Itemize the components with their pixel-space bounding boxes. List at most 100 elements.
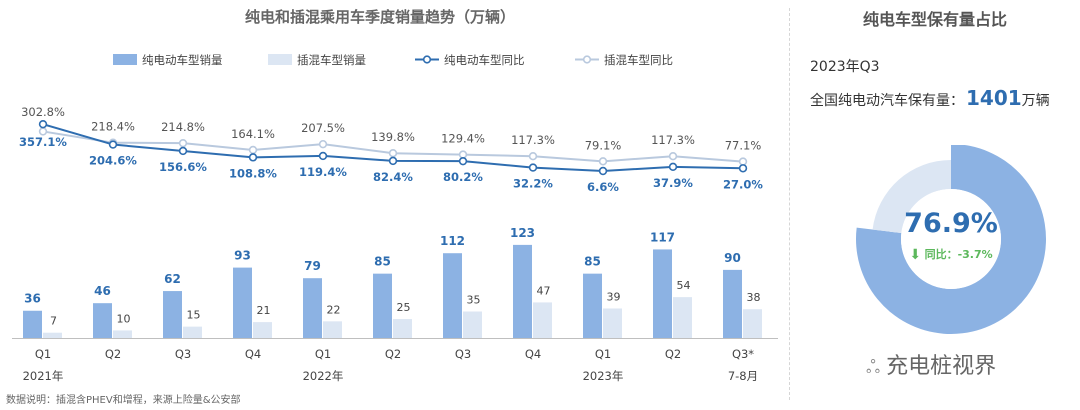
x-group-label: 2021年 <box>23 369 64 383</box>
yoy-label: 同比： <box>924 248 958 261</box>
bev-yoy-point <box>738 164 748 173</box>
phev-yoy-label: 129.4% <box>441 132 485 146</box>
phev-yoy-label: 117.3% <box>511 133 555 147</box>
bar-bev <box>233 267 252 338</box>
panel-divider <box>789 8 790 400</box>
bev-yoy-label: 37.9% <box>653 176 693 190</box>
bev-yoy-label: 27.0% <box>723 177 763 191</box>
phev-yoy-label: 207.5% <box>301 121 345 135</box>
bar-label-bev: 46 <box>94 284 111 298</box>
bar-phev <box>533 302 552 338</box>
x-tick-label: Q3 <box>175 347 191 361</box>
bev-yoy-point <box>668 162 678 172</box>
bar-series: 36 7 46 10 62 15 93 21 79 22 85 25 112 35 123 47 85 39 117… <box>23 226 762 338</box>
x-tick-label: Q1 <box>595 347 611 361</box>
bar-label-phev: 47 <box>537 284 551 297</box>
bev-yoy-label: 80.2% <box>443 170 483 184</box>
bev-yoy-label: 156.6% <box>159 160 207 174</box>
quarter-label: 2023年Q3 <box>810 59 880 75</box>
bev-yoy-label: 119.4% <box>299 165 347 179</box>
share-title: 纯电车型保有量占比 <box>862 10 1007 29</box>
legend-swatch-bev-sales <box>113 54 137 65</box>
phev-yoy-label: 79.1% <box>585 138 622 152</box>
legend-label-phev-sales: 插混车型销量 <box>297 53 366 67</box>
x-group-label: 2023年 <box>583 369 624 383</box>
bar-bev <box>723 269 742 338</box>
bev-yoy-label: 357.1% <box>19 135 67 149</box>
source-note: 数据说明：插混含PHEV和增程，来源上险量&公安部 <box>6 395 241 406</box>
x-group-label: 2022年 <box>303 369 344 383</box>
yoy-value: -3.7% <box>957 248 993 261</box>
phev-yoy-point <box>738 157 748 166</box>
phev-yoy-label: 117.3% <box>651 133 695 147</box>
x-tick-label: Q2 <box>665 347 681 361</box>
bar-label-bev: 36 <box>24 292 41 306</box>
bev-yoy-point <box>248 153 258 162</box>
bar-phev <box>113 330 132 338</box>
x-tick-label: Q4 <box>525 347 541 361</box>
phev-yoy-point <box>178 138 188 148</box>
phev-yoy-label: 77.1% <box>725 139 762 153</box>
bev-yoy-point <box>108 140 118 149</box>
bev-yoy-point <box>458 156 468 166</box>
sales-trend-chart: 纯电和插混乘用车季度销量趋势（万辆） 纯电动车型销量 插混车型销量 纯电动车型同… <box>12 8 778 383</box>
bar-bev <box>653 249 672 338</box>
phev-yoy-point <box>318 139 328 149</box>
bar-phev <box>743 309 762 338</box>
bar-label-phev: 25 <box>397 301 411 314</box>
legend-marker-phev-yoy <box>582 55 592 64</box>
bev-yoy-label: 204.6% <box>89 154 137 168</box>
wechat-icon: ஃ <box>866 357 881 378</box>
bar-label-phev: 21 <box>257 304 271 317</box>
x-tick-label: Q2 <box>105 347 121 361</box>
x-tick-label: Q3 <box>455 347 471 361</box>
bar-label-bev: 117 <box>650 230 675 244</box>
phev-yoy-point <box>388 149 398 158</box>
bar-phev <box>673 297 692 338</box>
phev-yoy-label: 218.4% <box>91 120 135 134</box>
phev-yoy-label: 164.1% <box>231 127 275 141</box>
phev-yoy-point <box>38 127 48 136</box>
share-percentage: 76.9% <box>904 208 998 239</box>
stock-label: 全国纯电动汽车保有量： <box>810 93 964 109</box>
bar-label-bev: 123 <box>510 226 535 240</box>
bar-label-phev: 39 <box>607 290 621 303</box>
bev-yoy-label: 82.4% <box>373 170 413 184</box>
donut-slice-other <box>872 160 951 234</box>
bar-phev <box>183 326 202 338</box>
x-tick-label: Q2 <box>385 347 401 361</box>
share-yoy: ⬇ 同比：-3.7% <box>856 246 1046 263</box>
bev-yoy-point <box>388 156 398 166</box>
bar-phev <box>43 332 62 338</box>
bar-bev <box>163 291 182 338</box>
bar-label-phev: 7 <box>50 315 57 328</box>
brand-name: 充电桩视界 <box>886 354 997 379</box>
phev-yoy-point <box>598 157 608 166</box>
bev-yoy-point <box>318 151 328 161</box>
legend-label-phev-yoy: 插混车型同比 <box>604 53 673 67</box>
line-series: 302.8% 218.4% 214.8% 164.1% 207.5% 139.8% 129.… <box>19 105 763 194</box>
bar-bev <box>373 273 392 338</box>
x-tick-label: Q1 <box>315 347 331 361</box>
x-tick-label: Q3* <box>732 347 754 361</box>
bar-label-bev: 85 <box>374 255 391 269</box>
bar-label-bev: 90 <box>724 251 741 265</box>
bar-label-phev: 38 <box>747 291 761 304</box>
bev-yoy-point <box>178 146 188 156</box>
bar-label-phev: 54 <box>677 279 691 292</box>
phev-yoy-point <box>668 152 678 161</box>
bar-label-bev: 79 <box>304 259 321 273</box>
bar-phev <box>603 308 622 338</box>
x-tick-label: Q4 <box>245 347 261 361</box>
phev-yoy-label: 302.8% <box>21 105 65 119</box>
bar-label-bev: 93 <box>234 249 251 263</box>
stock-value: 1401 <box>966 86 1022 110</box>
legend: 纯电动车型销量 插混车型销量 纯电动车型同比 插混车型同比 <box>113 53 673 67</box>
bar-phev <box>463 311 482 338</box>
bar-label-phev: 10 <box>117 312 131 325</box>
bar-bev <box>583 273 602 338</box>
legend-label-bev-sales: 纯电动车型销量 <box>142 53 223 67</box>
stock-line: 全国纯电动汽车保有量： 1401万辆 <box>810 86 1050 110</box>
chart-title: 纯电和插混乘用车季度销量趋势（万辆） <box>245 8 515 26</box>
phev-yoy-point <box>528 152 538 161</box>
